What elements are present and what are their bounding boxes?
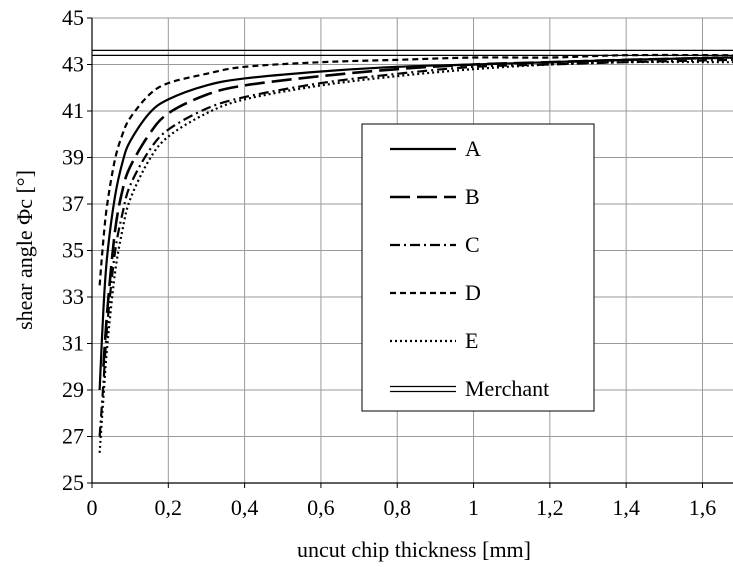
y-tick-label: 25 <box>62 470 84 495</box>
legend-label-a: A <box>465 136 481 161</box>
y-tick-label: 37 <box>62 191 84 216</box>
x-tick-label: 1,2 <box>536 495 564 520</box>
y-tick-label: 29 <box>62 377 84 402</box>
series-line-a <box>98 56 733 391</box>
legend-label-b: B <box>465 184 480 209</box>
y-tick-label: 41 <box>62 98 84 123</box>
y-tick-label: 45 <box>62 5 84 30</box>
legend-box <box>361 123 595 412</box>
legend-label-c: C <box>465 232 480 257</box>
axes <box>87 17 733 488</box>
tick-labels: 25 27 29 31 33 35 37 39 41 43 45 0 0,2 0,4 0,6 0,8 1 1,2 1… <box>62 5 716 520</box>
x-tick-label: 1,4 <box>612 495 640 520</box>
y-axis-title: shear angle Φc [°] <box>12 170 37 330</box>
legend-label-e: E <box>465 328 478 353</box>
legend-label-merchant: Merchant <box>465 376 549 401</box>
x-axis-title: uncut chip thickness [mm] <box>297 537 531 562</box>
x-tick-label: 0,4 <box>231 495 259 520</box>
y-tick-label: 43 <box>62 52 84 77</box>
series-line-e <box>98 60 733 453</box>
y-tick-label: 31 <box>62 331 84 356</box>
legend-label-d: D <box>465 280 481 305</box>
x-tick-label: 0,8 <box>383 495 411 520</box>
x-tick-label: 0,2 <box>155 495 183 520</box>
y-tick-label: 27 <box>62 424 84 449</box>
series-layer <box>92 49 733 453</box>
series-line-b <box>102 56 733 367</box>
x-tick-label: 1,6 <box>689 495 717 520</box>
x-tick-label: 1 <box>468 495 479 520</box>
x-tick-label: 0 <box>87 495 98 520</box>
y-tick-label: 39 <box>62 145 84 170</box>
y-tick-label: 35 <box>62 238 84 263</box>
series-line-d <box>98 53 733 286</box>
y-tick-label: 33 <box>62 284 84 309</box>
x-tick-label: 0,6 <box>307 495 335 520</box>
